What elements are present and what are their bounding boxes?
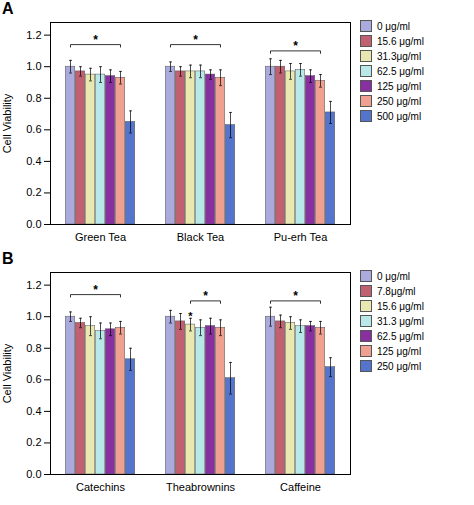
html-text:125 μg/ml: 125 μg/ml [377,80,422,92]
svg-text:0.0: 0.0 [26,468,41,480]
svg-text:Catechins: Catechins [76,481,125,493]
html-text:125 μg/ml: 125 μg/ml [377,345,422,357]
html-text:62.5 μg/ml: 62.5 μg/ml [377,330,424,342]
svg-text:*: * [193,33,198,47]
html-text:31.3μg/ml: 31.3μg/ml [377,50,422,62]
html-text:0 μg/ml: 0 μg/ml [377,270,410,282]
svg-text:0.4: 0.4 [26,405,41,417]
svg-text:0.2: 0.2 [26,436,41,448]
svg-text:0.2: 0.2 [26,186,41,198]
html-text:250 μg/ml: 250 μg/ml [377,360,422,372]
html-text:15.6 μg/ml: 15.6 μg/ml [377,35,424,47]
html-text:62.5 μg/ml: 62.5 μg/ml [377,65,424,77]
svg-text:0.8: 0.8 [26,342,41,354]
svg-text:Pu-erh Tea: Pu-erh Tea [274,231,328,243]
svg-text:Caffeine: Caffeine [280,481,321,493]
svg-text:Cell Viability: Cell Viability [1,343,13,403]
svg-text:*: * [188,310,193,322]
svg-text:*: * [293,289,298,303]
html-text:B: B [2,250,14,267]
svg-text:Cell Viability: Cell Viability [1,93,13,153]
svg-text:1.0: 1.0 [26,310,41,322]
svg-text:Theabrownins: Theabrownins [166,481,236,493]
html-text:15.6 μg/ml: 15.6 μg/ml [377,300,424,312]
svg-text:*: * [293,39,298,53]
svg-text:0.0: 0.0 [26,218,41,230]
svg-text:*: * [93,33,98,47]
html-text:7.8μg/ml: 7.8μg/ml [377,285,416,297]
svg-text:0.4: 0.4 [26,155,41,167]
html-text:500 μg/ml: 500 μg/ml [377,110,422,122]
html-text:0 μg/ml: 0 μg/ml [377,20,410,32]
svg-text:0.8: 0.8 [26,92,41,104]
svg-text:*: * [203,289,208,303]
html-text:250 μg/ml: 250 μg/ml [377,95,422,107]
svg-text:1.0: 1.0 [26,60,41,72]
svg-text:Green Tea: Green Tea [75,231,127,243]
svg-text:1.2: 1.2 [26,279,41,291]
svg-text:*: * [93,283,98,297]
svg-text:0.6: 0.6 [26,373,41,385]
svg-text:0.6: 0.6 [26,123,41,135]
html-text:31.3 μg/ml: 31.3 μg/ml [377,315,424,327]
svg-text:Black Tea: Black Tea [177,231,225,243]
svg-text:1.2: 1.2 [26,29,41,41]
html-text:A: A [2,0,14,17]
